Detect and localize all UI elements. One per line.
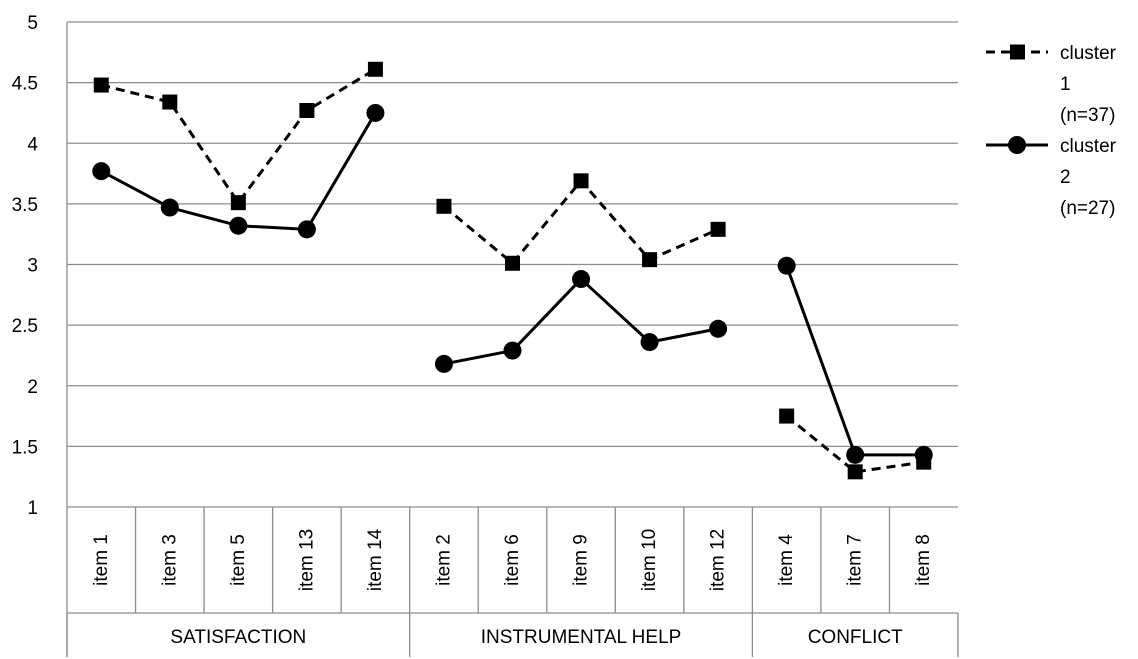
data-point-square (642, 252, 658, 268)
data-point-square (847, 464, 863, 480)
group-label: SATISFACTION (170, 627, 306, 648)
series-line-segment (443, 277, 719, 366)
legend-label: (n=27) (1060, 198, 1115, 219)
series-line-segment (100, 68, 377, 205)
y-tick-label: 1 (27, 498, 38, 519)
data-point-circle (434, 354, 453, 373)
y-tick-label: 3.5 (12, 195, 38, 216)
x-category-label: item 4 (776, 534, 797, 586)
series-1 (93, 61, 932, 480)
data-point-square (436, 198, 452, 214)
legend-label: 2 (1060, 167, 1071, 188)
axes (66, 22, 959, 657)
x-category-label: item 6 (502, 534, 523, 586)
data-point-circle (572, 270, 591, 289)
legend-label: 1 (1060, 74, 1071, 95)
x-category-label: item 14 (365, 528, 386, 591)
y-tick-label: 3 (27, 256, 38, 277)
x-category-label: item 7 (845, 534, 866, 586)
data-point-circle (777, 256, 796, 275)
x-category-label: item 2 (433, 534, 454, 586)
y-tick-label: 2 (27, 377, 38, 398)
data-point-square (710, 221, 726, 237)
legend-entry-1: cluster 1 (n=37) (986, 43, 1117, 126)
data-point-square (299, 103, 315, 119)
data-point-square (573, 173, 589, 189)
y-tick-label: 4.5 (12, 74, 38, 95)
data-point-circle (297, 220, 316, 239)
data-point-circle (709, 319, 728, 338)
series-line-segment (785, 265, 924, 457)
legend-marker-circle (1008, 136, 1026, 154)
group-label: CONFLICT (808, 627, 903, 648)
group-label: INSTRUMENTAL HELP (481, 627, 682, 648)
x-category-label: item 5 (228, 534, 249, 586)
x-category-label: item 12 (708, 529, 729, 591)
series-layer (92, 61, 933, 480)
data-point-square (93, 77, 109, 93)
series-line-segment (100, 112, 377, 231)
legend-label: (n=37) (1060, 105, 1115, 126)
y-tick-label: 1.5 (12, 437, 38, 458)
series-2 (92, 103, 933, 464)
x-category-label: item 8 (913, 534, 934, 586)
y-tick-labels: 1 1.5 2 2.5 3 3.5 4 4.5 5 (12, 13, 39, 519)
x-category-label: item 1 (91, 534, 112, 586)
legend-marker-square (1010, 44, 1025, 60)
x-category-label: item 13 (296, 529, 317, 591)
data-point-circle (160, 198, 179, 217)
group-labels: SATISFACTION INSTRUMENTAL HELP CONFLICT (170, 627, 903, 648)
data-point-circle (503, 341, 522, 360)
data-point-square (230, 195, 246, 211)
series-line-segment (443, 179, 719, 265)
y-tick-label: 5 (27, 13, 38, 34)
legend-label: cluster (1060, 43, 1117, 64)
data-point-circle (846, 445, 865, 464)
legend-label: cluster (1060, 136, 1117, 157)
data-point-circle (92, 162, 111, 181)
data-point-circle (640, 333, 659, 352)
data-point-square (162, 94, 178, 110)
x-category-labels: item 1 item 3 item 5 item 13 item 14 item 2 it… (91, 528, 934, 591)
x-category-label: item 3 (159, 534, 180, 586)
y-tick-label: 4 (27, 134, 38, 155)
data-point-circle (366, 103, 385, 122)
data-point-circle (914, 445, 933, 464)
x-category-label: item 9 (571, 534, 592, 586)
legend-entry-2: cluster 2 (n=27) (986, 136, 1117, 219)
y-tick-label: 2.5 (12, 316, 38, 337)
data-point-square (367, 61, 383, 77)
legend: cluster 1 (n=37) cluster 2 (n=27) (986, 43, 1117, 219)
x-category-label: item 10 (639, 529, 660, 591)
data-point-square (779, 408, 795, 424)
data-point-square (505, 255, 520, 271)
data-point-circle (229, 216, 248, 235)
